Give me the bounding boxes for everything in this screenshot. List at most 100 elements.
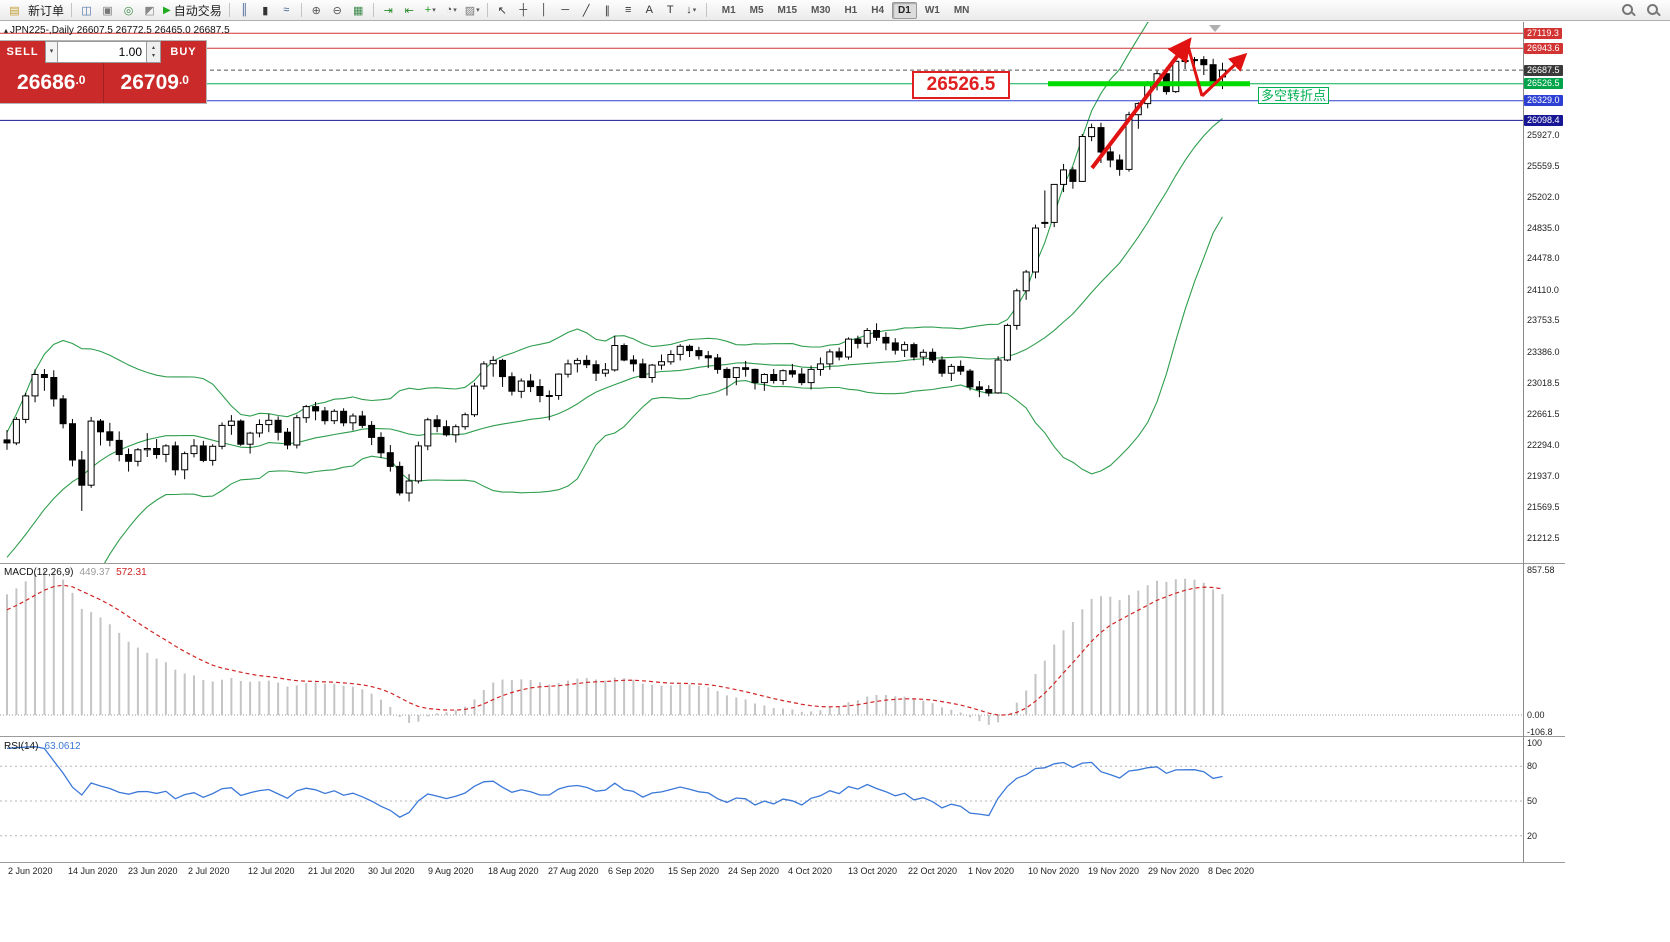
arrows-tool-icon[interactable]: ↓ ▾: [686, 4, 697, 16]
bar-chart-icon[interactable]: ║: [240, 4, 249, 16]
timeframe-H4[interactable]: H4: [871, 4, 885, 16]
timeframe-M1[interactable]: M1: [721, 4, 736, 16]
buy-button[interactable]: BUY: [170, 46, 197, 58]
timeframe-MN[interactable]: MN: [953, 4, 970, 16]
up-arrow-1[interactable]: [1090, 37, 1192, 170]
zoom-in-icon[interactable]: ⊕: [311, 4, 321, 17]
macd-value: 449.37: [79, 567, 111, 578]
new-order-label[interactable]: 新订单: [28, 3, 65, 18]
toolbar-separator: [705, 3, 707, 17]
date-axis-label: 19 Nov 2020: [1088, 866, 1140, 876]
sell-dropdown[interactable]: ▾: [45, 41, 58, 63]
market-watch-icon[interactable]: ◩: [144, 4, 155, 17]
horizontal-level-lines[interactable]: [0, 32, 1523, 121]
toolbar-separator: [228, 3, 230, 17]
news-signal-icon[interactable]: ◎: [123, 4, 134, 17]
date-axis-label: 6 Sep 2020: [608, 866, 655, 876]
toolbar-separator: [300, 3, 302, 17]
rsi-level-lines: [0, 765, 1523, 837]
chart-title: ▴ JPN225-,Daily 26607.5 26772.5 26465.0 2…: [4, 25, 230, 36]
date-axis-label: 9 Aug 2020: [428, 866, 474, 876]
trend-arrows[interactable]: [1090, 37, 1248, 170]
rsi-axis-label: 50: [1527, 796, 1538, 806]
dropdown-caret-icon[interactable]: ▾: [692, 7, 697, 14]
panel-splitter-macd[interactable]: [0, 563, 1565, 565]
price-level-label: 27119.3: [1524, 28, 1562, 39]
symbol-search-icon[interactable]: [1646, 3, 1661, 18]
fibonacci-icon[interactable]: ≡: [625, 4, 632, 16]
charts-grid-icon[interactable]: ◫: [81, 4, 92, 17]
volume-stepper[interactable]: ▴ ▾: [147, 41, 161, 63]
date-axis-label: 4 Oct 2020: [788, 866, 833, 876]
grid-icon[interactable]: ▦: [353, 4, 364, 17]
timeframe-D1[interactable]: D1: [892, 1, 917, 19]
price-callout-box[interactable]: 26526.5: [912, 71, 1010, 99]
label-icon[interactable]: T: [666, 4, 674, 16]
dropdown-caret-icon[interactable]: ▾: [453, 7, 457, 14]
sell-button[interactable]: SELL: [6, 46, 39, 58]
autotrading-button[interactable]: ▶ 自动交易: [163, 2, 222, 19]
panel-splitter-dates: [0, 862, 1565, 864]
price-scale-label: 24478.0: [1527, 253, 1560, 263]
price-axis-border: [1523, 22, 1524, 862]
stepper-down-icon[interactable]: ▾: [151, 53, 155, 59]
date-axis-label: 2 Jul 2020: [188, 866, 230, 876]
price-scale-label: 24835.0: [1527, 223, 1560, 233]
search-icon[interactable]: [1621, 3, 1636, 18]
trendline-icon[interactable]: ╱: [582, 4, 590, 17]
main-chart-canvas[interactable]: [0, 22, 1523, 563]
date-axis-label: 1 Nov 2020: [968, 866, 1015, 876]
line-chart-icon[interactable]: ≈: [283, 4, 290, 16]
candlestick-icon[interactable]: ▮: [262, 4, 269, 17]
dropdown-caret-icon[interactable]: ▾: [476, 7, 480, 14]
price-scale-label: 25927.0: [1527, 130, 1560, 140]
price-scale-label: 23753.5: [1527, 315, 1560, 325]
timeframe-H1[interactable]: H1: [844, 4, 858, 16]
chart-shift-icon[interactable]: ⇤: [404, 4, 414, 17]
panel-splitter-rsi[interactable]: [0, 736, 1565, 738]
text-icon[interactable]: A: [645, 4, 653, 16]
macd-axis-label: -106.8: [1527, 727, 1553, 737]
buy-price[interactable]: 26709.0: [102, 63, 207, 103]
zoom-out-icon[interactable]: ⊖: [332, 4, 342, 17]
sell-price-main: 26686: [17, 71, 76, 94]
crosshair-icon[interactable]: ┼: [519, 4, 528, 16]
templates-icon[interactable]: ▨ ▾: [464, 4, 480, 17]
volume-input[interactable]: [58, 41, 147, 63]
timeframe-M30[interactable]: M30: [811, 4, 831, 16]
date-axis-label: 29 Nov 2020: [1148, 866, 1200, 876]
price-scale-label: 21569.5: [1527, 502, 1560, 512]
macd-signal-line: [6, 584, 1223, 716]
latest-bar-marker: [1209, 25, 1221, 32]
macd-canvas[interactable]: [0, 565, 1523, 736]
stepper-up-icon[interactable]: ▴: [151, 45, 155, 51]
date-axis-label: 8 Dec 2020: [1208, 866, 1255, 876]
price-level-label: 26329.0: [1524, 95, 1563, 106]
price-scale-label: 25202.0: [1527, 192, 1560, 202]
price-scale-label: 22661.5: [1527, 409, 1560, 419]
indicators-icon[interactable]: + ▾: [424, 4, 436, 16]
autotrading-label: 自动交易: [173, 3, 222, 18]
date-axis-label: 24 Sep 2020: [728, 866, 780, 876]
print-icon[interactable]: ▣: [102, 4, 113, 17]
up-arrow-2[interactable]: [1200, 52, 1248, 98]
periods-icon[interactable]: ◔ ▾: [445, 4, 457, 16]
horizontal-line-icon[interactable]: ─: [561, 4, 570, 16]
timeframe-W1[interactable]: W1: [924, 4, 940, 16]
macd-axis-label: 857.58: [1527, 565, 1555, 575]
turning-point-label[interactable]: 多空转折点: [1258, 87, 1330, 104]
timeframe-M5[interactable]: M5: [749, 4, 764, 16]
cursor-icon[interactable]: ↖: [497, 4, 507, 17]
sell-price[interactable]: 26686.0: [0, 71, 103, 95]
new-order-icon[interactable]: ▤: [9, 4, 20, 17]
rsi-canvas[interactable]: [0, 739, 1523, 862]
channel-icon[interactable]: ∥: [604, 4, 610, 17]
rsi-header: RSI(14) 63.0612: [4, 741, 81, 752]
auto-scroll-icon[interactable]: ⇥: [383, 4, 393, 17]
timeframe-M15[interactable]: M15: [777, 4, 797, 16]
vertical-line-icon[interactable]: │: [540, 4, 548, 16]
rsi-name: RSI(14): [4, 741, 39, 752]
pullback-line[interactable]: [1186, 45, 1204, 97]
dropdown-caret-icon[interactable]: ▾: [432, 7, 436, 14]
